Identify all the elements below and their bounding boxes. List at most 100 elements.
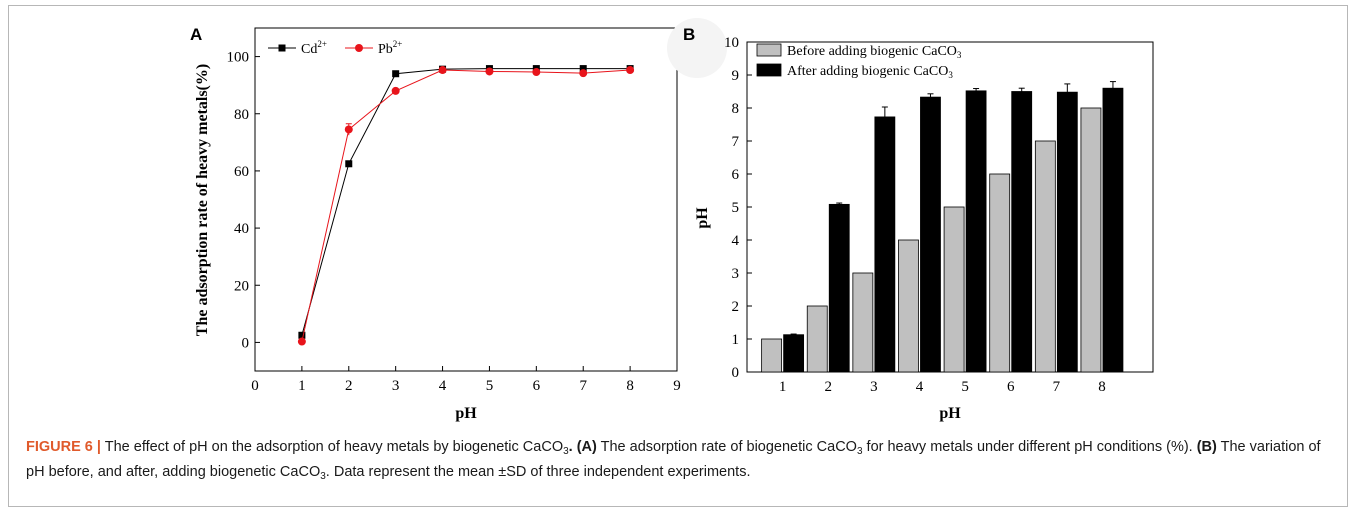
caption-text-5: . Data represent the mean ±SD of three i… xyxy=(325,464,751,480)
bar-after xyxy=(1102,87,1124,373)
a-y-tick-label: 100 xyxy=(227,50,250,66)
a-legend-label: Cd2+ xyxy=(301,39,327,57)
a-point-pb xyxy=(532,68,541,77)
b-x-tick-label: 4 xyxy=(916,379,924,395)
a-point-cd xyxy=(579,65,587,73)
b-y-tick-label: 9 xyxy=(732,68,740,84)
a-x-tick-label: 8 xyxy=(626,378,634,394)
panel-b-y-axis: 0 1 2 3 4 5 6 7 8 9 10 xyxy=(724,35,752,381)
b-y-tick-label: 8 xyxy=(732,101,740,117)
a-point-cd xyxy=(345,160,353,168)
b-y-tick-label: 6 xyxy=(732,167,740,183)
caption-b-label: (B) xyxy=(1196,439,1217,455)
a-point-pb xyxy=(485,67,494,76)
bar-after xyxy=(965,90,987,373)
panel-b-y-label: pH xyxy=(694,207,711,229)
panel-a-x-axis: 0 1 2 3 4 5 6 7 8 9 xyxy=(251,366,681,394)
a-legend-marker xyxy=(278,44,286,52)
a-x-tick-label: 2 xyxy=(345,378,353,394)
caption-figure-label: FIGURE 6 | xyxy=(26,439,101,455)
b-legend-swatch xyxy=(756,43,782,57)
a-legend-marker xyxy=(355,44,363,52)
b-legend-label: Before adding biogenic CaCO3 xyxy=(787,44,962,60)
panel-b-bars xyxy=(761,81,1124,373)
b-x-tick-label: 1 xyxy=(779,379,787,395)
a-point-cd xyxy=(298,331,306,339)
a-point-cd xyxy=(392,70,400,78)
bar-after xyxy=(874,116,896,373)
bar-before xyxy=(806,305,828,373)
bar-before xyxy=(989,173,1011,373)
panel-b-x-label: pH xyxy=(939,405,961,422)
caption-sub-1: 3 xyxy=(563,446,569,457)
a-point-pb xyxy=(297,337,306,346)
bar-before xyxy=(1080,107,1102,373)
panel-a-legend: Cd2+ Pb2+ xyxy=(268,39,402,57)
b-x-tick-label: 3 xyxy=(870,379,878,395)
a-y-tick-label: 80 xyxy=(234,107,249,123)
b-y-tick-label: 1 xyxy=(732,332,740,348)
a-series-line-cd xyxy=(301,68,631,336)
a-x-tick-label: 7 xyxy=(579,378,587,394)
b-y-tick-label: 4 xyxy=(732,233,740,249)
bar-before xyxy=(898,239,919,373)
a-y-tick-label: 60 xyxy=(234,164,249,180)
a-x-tick-label: 6 xyxy=(533,378,541,394)
a-point-pb xyxy=(579,69,588,78)
caption-text-4: The variation of pH before, and after, a… xyxy=(26,439,1321,480)
caption-sub-4: 3 xyxy=(320,471,326,482)
bar-before xyxy=(1034,140,1056,373)
b-x-tick-label: 6 xyxy=(1007,379,1015,395)
bar-before xyxy=(852,272,874,373)
bar-before xyxy=(943,206,965,373)
panel-b-chart: B 0 1 2 3 4 5 6 7 8 9 10 1 2 3 4 5 6 7 8 pH pH Before add… xyxy=(667,18,1154,422)
bar-after xyxy=(1056,91,1078,373)
bar-before xyxy=(761,338,783,373)
a-series-line-pb xyxy=(301,69,631,342)
bar-after xyxy=(920,96,941,373)
figure-frame xyxy=(8,5,1348,507)
panel-a-x-label: pH xyxy=(455,405,477,422)
bar-after xyxy=(783,334,805,373)
a-x-tick-label: 1 xyxy=(298,378,306,394)
a-y-tick-label: 40 xyxy=(234,221,249,237)
b-legend-label: After adding biogenic CaCO3 xyxy=(787,64,953,80)
bar-after xyxy=(1011,91,1033,373)
a-y-tick-label: 20 xyxy=(234,278,249,294)
a-x-tick-label: 3 xyxy=(392,378,400,394)
panel-a-letter: A xyxy=(190,25,202,44)
b-y-tick-label: 0 xyxy=(732,365,740,381)
a-y-tick-label: 0 xyxy=(242,335,250,351)
panel-b-letter-backdrop xyxy=(667,18,727,78)
a-x-tick-label: 5 xyxy=(486,378,494,394)
a-point-pb xyxy=(626,66,635,75)
b-y-tick-label: 5 xyxy=(732,200,740,216)
panel-a-series xyxy=(297,65,635,346)
b-x-tick-label: 7 xyxy=(1053,379,1061,395)
b-x-tick-label: 2 xyxy=(824,379,832,395)
caption-text-3: for heavy metals under different pH cond… xyxy=(862,439,1197,455)
b-y-tick-label: 3 xyxy=(732,266,740,282)
panel-a-chart: A 0 20 40 60 80 100 0 1 2 3 4 5 6 7 8 9 The adsorption… xyxy=(190,25,681,422)
caption-text-1: The effect of pH on the adsorption of he… xyxy=(100,439,564,455)
caption-text-1-end: . xyxy=(568,439,577,455)
b-x-tick-label: 8 xyxy=(1098,379,1106,395)
panel-a-plot-frame xyxy=(254,27,678,372)
a-legend-label: Pb2+ xyxy=(378,39,402,57)
b-legend-swatch xyxy=(756,63,782,77)
bar-after xyxy=(828,203,850,373)
panel-a-y-label: The adsorption rate of heavy metals(%) xyxy=(194,64,211,336)
a-x-tick-label: 4 xyxy=(439,378,447,394)
a-point-pb xyxy=(391,86,400,95)
caption-a-label: (A) xyxy=(576,439,597,455)
a-point-pb xyxy=(438,66,447,75)
panel-b-letter: B xyxy=(683,25,695,44)
panel-b-legend: Before adding biogenic CaCO3 After adding… xyxy=(756,43,962,80)
a-x-tick-label: 0 xyxy=(251,378,259,394)
a-point-pb xyxy=(344,125,353,134)
caption-sub-2: 3 xyxy=(856,446,863,457)
b-y-tick-label: 10 xyxy=(724,35,739,51)
caption-text-2: The adsorption rate of biogenetic CaCO xyxy=(596,439,857,455)
b-x-tick-label: 5 xyxy=(961,379,969,395)
